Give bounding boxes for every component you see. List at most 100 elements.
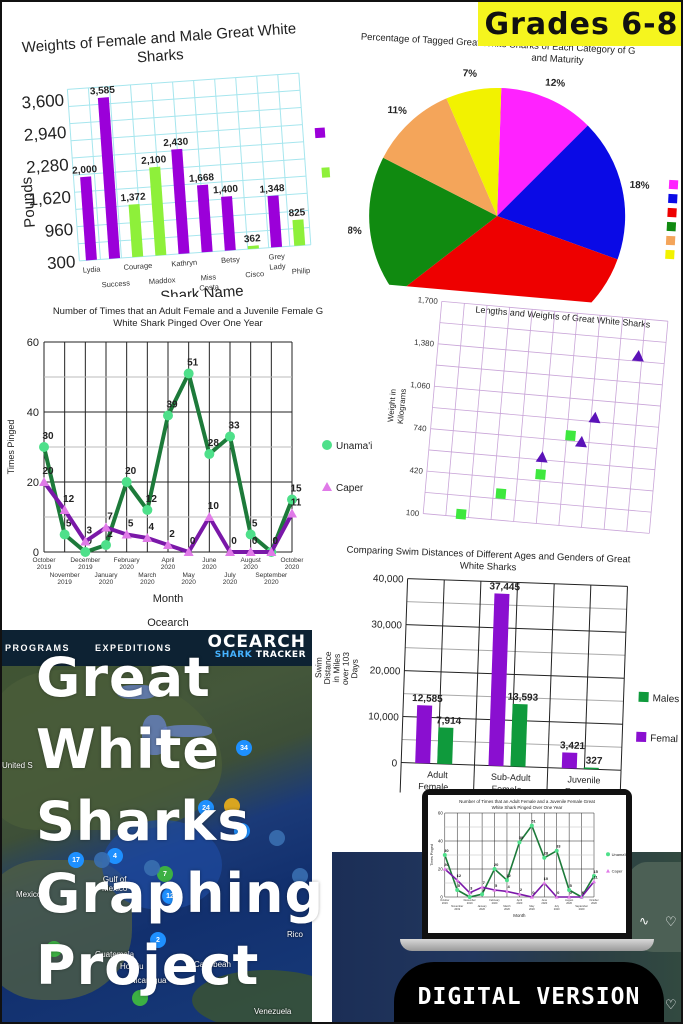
title-line: Project xyxy=(36,934,260,997)
svg-text:August: August xyxy=(565,898,573,902)
map-label-guatemala: Guatemala xyxy=(95,950,135,959)
svg-text:Number of Times that an Adult: Number of Times that an Adult Female and… xyxy=(459,799,596,804)
svg-text:0: 0 xyxy=(570,890,573,895)
svg-text:4: 4 xyxy=(507,884,510,889)
svg-text:Juvenile: Juvenile xyxy=(567,774,600,785)
heart-icon[interactable]: ♡ xyxy=(665,997,677,1012)
svg-text:September: September xyxy=(575,904,588,908)
svg-text:Sub-Adult: Sub-Adult xyxy=(491,772,531,783)
svg-text:1,700: 1,700 xyxy=(417,295,438,306)
svg-text:7: 7 xyxy=(107,512,113,523)
svg-text:White Sharks: White Sharks xyxy=(460,560,517,573)
svg-text:2020: 2020 xyxy=(554,907,560,911)
svg-text:Female: Female xyxy=(650,733,683,745)
svg-text:28: 28 xyxy=(544,851,549,856)
swim-distance-bar-chart: Comparing Swim Distances of Different Ag… xyxy=(293,537,683,861)
svg-text:2,940: 2,940 xyxy=(23,123,67,145)
svg-text:0: 0 xyxy=(231,536,237,547)
svg-text:White Shark Pinged Over One Ye: White Shark Pinged Over One Year xyxy=(492,805,563,810)
svg-text:Caper: Caper xyxy=(612,869,624,874)
svg-text:July: July xyxy=(224,572,236,579)
svg-text:2020: 2020 xyxy=(161,564,176,571)
svg-text:33: 33 xyxy=(556,844,561,849)
ocearch-logo[interactable]: OCEARCH SHARK TRACKER xyxy=(208,632,307,660)
svg-text:in Miles: in Miles xyxy=(331,654,342,683)
svg-text:3,600: 3,600 xyxy=(21,91,65,113)
svg-text:Miss: Miss xyxy=(200,272,216,282)
map-pin[interactable]: 3 xyxy=(46,941,62,957)
map-shark-pin[interactable] xyxy=(292,868,308,884)
svg-text:300: 300 xyxy=(46,252,76,273)
nav-expeditions[interactable]: EXPEDITIONS xyxy=(95,643,173,653)
svg-text:2020: 2020 xyxy=(479,907,485,911)
svg-text:2,430: 2,430 xyxy=(163,136,189,149)
map-shark-pin[interactable] xyxy=(144,860,160,876)
svg-text:51: 51 xyxy=(187,358,199,369)
svg-text:Caper: Caper xyxy=(336,483,364,494)
svg-text:March: March xyxy=(138,572,156,579)
map-pin[interactable]: 4 xyxy=(107,848,123,864)
svg-text:2020: 2020 xyxy=(504,907,510,911)
map-nav-bar: PROGRAMS EXPEDITIONS OCEARCH SHARK TRACK… xyxy=(2,630,312,666)
weights-bar-chart: Weights of Female and Male Great White Sh… xyxy=(2,2,358,314)
nav-programs[interactable]: PROGRAMS xyxy=(5,643,71,653)
map-label-caribbean: Caribbean xyxy=(194,960,231,969)
map-pin[interactable]: 17 xyxy=(68,852,84,868)
svg-text:1,668: 1,668 xyxy=(189,172,215,185)
svg-text:January: January xyxy=(477,904,487,908)
map-pin[interactable]: 12 xyxy=(162,888,178,904)
svg-text:51: 51 xyxy=(531,818,536,823)
svg-text:20: 20 xyxy=(42,466,54,477)
heart-icon[interactable]: ♡ xyxy=(665,914,677,929)
svg-text:2020: 2020 xyxy=(243,564,258,571)
svg-text:June: June xyxy=(541,898,547,902)
svg-text:12: 12 xyxy=(457,873,462,878)
svg-text:825: 825 xyxy=(288,207,306,219)
svg-text:960: 960 xyxy=(44,220,74,241)
svg-text:Betsy: Betsy xyxy=(221,255,241,265)
svg-text:Grey: Grey xyxy=(268,252,285,262)
map-pin[interactable]: 7 xyxy=(157,866,173,882)
map-pin[interactable]: 6 xyxy=(234,823,250,839)
svg-text:1,400: 1,400 xyxy=(213,184,239,197)
map-shark-pin[interactable] xyxy=(269,830,285,846)
svg-text:13,593: 13,593 xyxy=(507,692,538,704)
svg-text:20: 20 xyxy=(27,477,39,489)
map-pin[interactable]: 34 xyxy=(236,740,252,756)
map-shark-pin[interactable] xyxy=(94,852,110,868)
svg-text:Month: Month xyxy=(153,593,184,605)
svg-text:Days: Days xyxy=(349,659,360,679)
svg-text:20: 20 xyxy=(438,867,443,872)
svg-text:Cisco: Cisco xyxy=(245,269,264,279)
line-chart-svg: Number of Times that an Adult Female and… xyxy=(6,306,372,629)
swim-chart-svg: Comparing Swim Distances of Different Ag… xyxy=(313,544,683,801)
map-pin[interactable]: 2 xyxy=(150,932,166,948)
svg-text:October: October xyxy=(32,557,56,564)
svg-text:2020: 2020 xyxy=(140,579,155,586)
svg-text:20: 20 xyxy=(125,466,137,477)
map-label-us: United S xyxy=(2,761,33,770)
map-pin[interactable] xyxy=(132,990,148,1006)
svg-text:September: September xyxy=(255,572,288,579)
svg-text:1,060: 1,060 xyxy=(410,380,431,391)
map-pin-gold[interactable] xyxy=(224,798,240,814)
waveform-icon[interactable]: ∿ xyxy=(639,914,650,928)
laptop-line-chart: Number of Times that an Adult Female and… xyxy=(430,799,626,918)
svg-text:Adult: Adult xyxy=(427,769,448,780)
grades-badge: Grades 6-8 xyxy=(478,2,681,46)
svg-text:Maddox: Maddox xyxy=(149,275,176,286)
svg-text:January: January xyxy=(94,572,118,579)
svg-text:2020: 2020 xyxy=(541,901,547,905)
map-label-rico: Rico xyxy=(287,930,304,939)
scatter-svg: Lengths and Weights of Great White Shark… xyxy=(386,295,669,534)
map-pin[interactable]: 24 xyxy=(198,800,214,816)
svg-text:12: 12 xyxy=(146,494,158,505)
svg-text:5: 5 xyxy=(495,883,498,888)
svg-text:2019: 2019 xyxy=(37,564,52,571)
svg-text:18%: 18% xyxy=(345,225,362,237)
svg-text:12,585: 12,585 xyxy=(412,693,443,705)
svg-text:1,372: 1,372 xyxy=(120,191,146,204)
svg-text:2: 2 xyxy=(520,887,523,892)
svg-text:40,000: 40,000 xyxy=(373,573,404,585)
lengths-weights-scatter: Lengths and Weights of Great White Shark… xyxy=(364,284,681,550)
